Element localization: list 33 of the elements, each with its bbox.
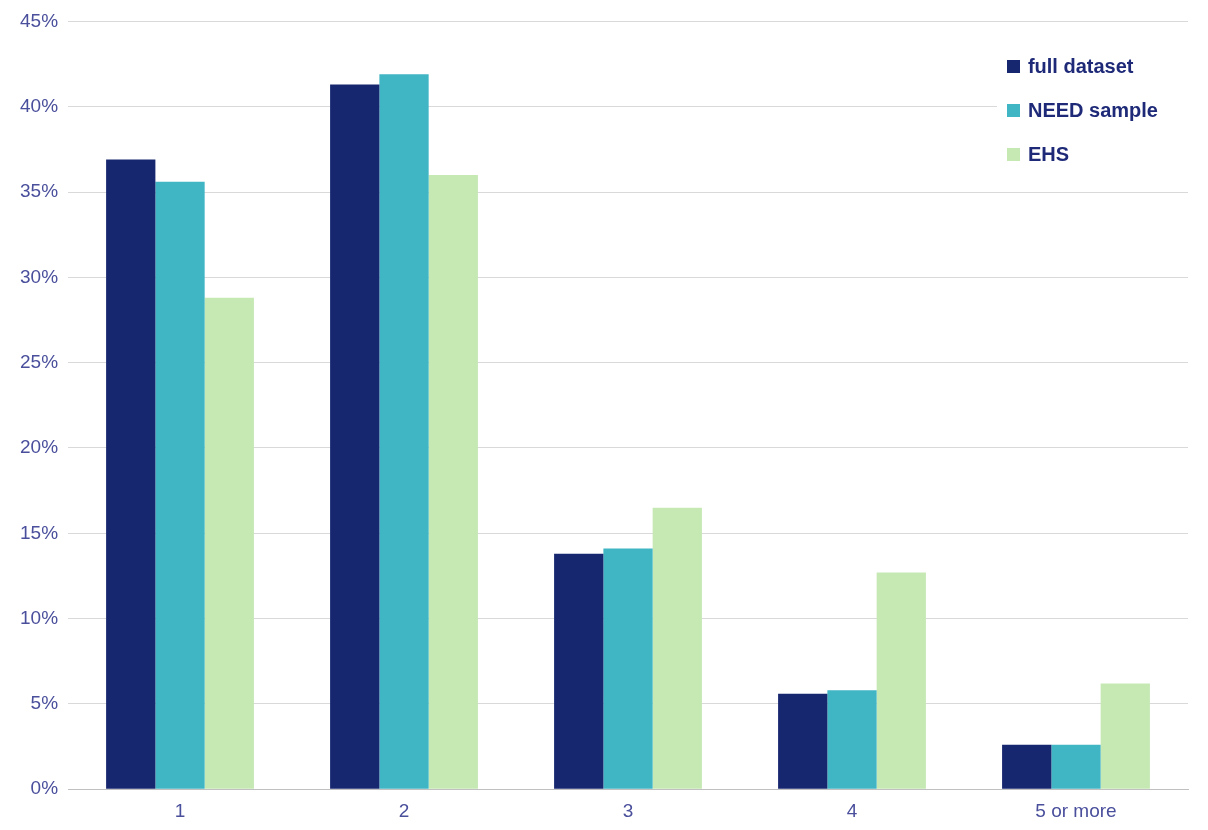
bar xyxy=(1002,744,1052,789)
bar xyxy=(1100,683,1150,789)
bar xyxy=(106,159,156,789)
bar xyxy=(428,174,478,789)
x-tick-label: 2 xyxy=(398,799,410,821)
bar xyxy=(1051,744,1101,789)
y-tick-label: 5% xyxy=(30,692,59,714)
x-tick-label: 1 xyxy=(174,799,186,821)
legend-label: full dataset xyxy=(1027,54,1134,78)
legend-label: NEED sample xyxy=(1027,98,1158,122)
y-tick-label: 30% xyxy=(20,265,59,287)
y-tick-label: 35% xyxy=(20,180,59,202)
y-tick-label: 25% xyxy=(20,350,59,372)
y-tick-label: 0% xyxy=(30,777,59,799)
y-tick-label: 45% xyxy=(20,9,59,31)
bar xyxy=(778,693,828,789)
bar xyxy=(379,74,429,789)
y-tick-label: 15% xyxy=(20,521,59,543)
y-tick-label: 10% xyxy=(20,606,59,628)
x-tick-label: 4 xyxy=(846,799,858,821)
legend-label: EHS xyxy=(1027,142,1070,166)
bar xyxy=(603,548,653,789)
bar xyxy=(330,84,380,789)
y-tick-label: 40% xyxy=(20,94,59,116)
x-tick-label: 5 or more xyxy=(1035,799,1117,821)
bar xyxy=(204,297,254,789)
bar xyxy=(155,181,205,789)
bar xyxy=(554,553,604,789)
bar xyxy=(876,572,926,789)
x-tick-label: 3 xyxy=(622,799,634,821)
bar xyxy=(827,690,877,789)
y-tick-label: 20% xyxy=(20,436,59,458)
bar xyxy=(652,507,702,789)
